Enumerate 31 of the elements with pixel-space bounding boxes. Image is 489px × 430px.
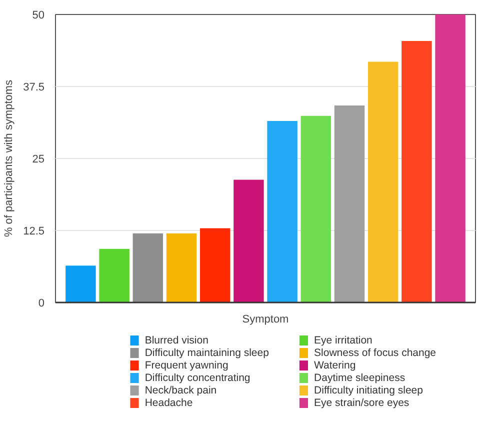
bar	[99, 248, 130, 302]
legend-label: Difficulty maintaining sleep	[144, 347, 270, 359]
bar	[132, 233, 164, 302]
bar	[300, 116, 332, 302]
bar	[66, 266, 96, 302]
bar	[368, 62, 398, 302]
legend-label: Daytime sleepiness	[314, 372, 406, 384]
legend-label: Blurred vision	[144, 334, 209, 346]
legend-label: Eye strain/sore eyes	[314, 397, 410, 409]
x-axis-title: Symptom	[242, 314, 289, 326]
legend-label: Watering	[314, 360, 356, 372]
y-tick-label: 25	[32, 154, 45, 166]
y-tick-label: 37.5	[23, 82, 45, 94]
legend-label: Slowness of focus change	[314, 347, 436, 359]
bar	[166, 233, 197, 302]
bar	[200, 228, 230, 302]
y-axis-title: % of participants with symptoms	[3, 79, 16, 238]
legend-label: Difficulty initiating sleep	[314, 384, 424, 396]
bar	[234, 180, 264, 302]
y-tick-label: 0	[38, 298, 45, 310]
legend-label: Eye irritation	[314, 334, 373, 346]
bar	[435, 14, 466, 302]
bar	[402, 40, 432, 302]
legend-label: Neck/back pain	[144, 384, 217, 396]
legend-label: Frequent yawning	[144, 360, 228, 372]
bar	[267, 121, 298, 302]
bar	[334, 106, 365, 302]
legend-label: Difficulty concentrating	[144, 372, 250, 384]
y-tick-label: 12.5	[23, 226, 45, 238]
y-tick-label: 50	[32, 10, 45, 22]
legend-label: Headache	[144, 397, 193, 409]
